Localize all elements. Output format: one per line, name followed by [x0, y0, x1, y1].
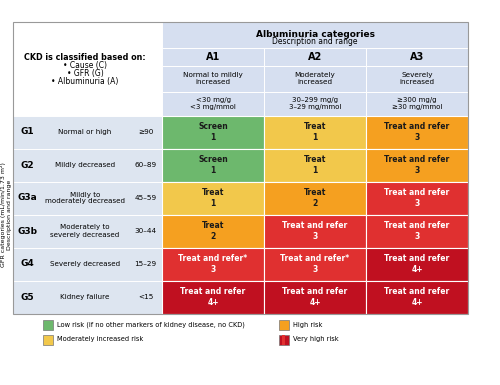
Text: G3a: G3a	[17, 194, 37, 203]
Text: Moderately increased risk: Moderately increased risk	[57, 336, 144, 343]
Text: Treat and refer
3: Treat and refer 3	[384, 221, 450, 241]
Bar	[264, 149, 366, 181]
Text: Severely decreased: Severely decreased	[50, 261, 120, 267]
Bar	[13, 22, 468, 313]
Bar	[162, 22, 468, 47]
Text: Treat and refer
4+: Treat and refer 4+	[180, 287, 246, 307]
Bar	[13, 149, 162, 181]
Text: G3b: G3b	[17, 226, 37, 236]
Bar	[366, 92, 468, 116]
Text: A2: A2	[308, 52, 322, 62]
Bar	[264, 248, 366, 281]
Text: Treat
2: Treat 2	[202, 221, 224, 241]
Text: Low risk (if no other markers of kidney disease, no CKD): Low risk (if no other markers of kidney …	[57, 321, 245, 328]
Text: • Cause (C): • Cause (C)	[63, 61, 107, 70]
Text: Treat and refer
4+: Treat and refer 4+	[282, 287, 348, 307]
Text: • Albuminuria (A): • Albuminuria (A)	[52, 77, 118, 86]
Bar	[366, 248, 468, 281]
Text: Description and range: Description and range	[272, 37, 358, 46]
Text: Treat and refer*
3: Treat and refer* 3	[178, 254, 248, 274]
Bar	[279, 320, 289, 330]
Text: Treat and refer
4+: Treat and refer 4+	[384, 254, 450, 274]
Text: Kidney failure: Kidney failure	[60, 294, 110, 300]
Text: Treat and refer*
3: Treat and refer* 3	[280, 254, 349, 274]
Text: Treat
1: Treat 1	[304, 122, 326, 142]
Text: High risk: High risk	[293, 321, 322, 328]
Text: Treat and refer
3: Treat and refer 3	[384, 122, 450, 142]
Bar	[162, 92, 264, 116]
Bar	[43, 320, 53, 330]
Text: 45–59: 45–59	[134, 195, 156, 201]
Bar	[162, 214, 264, 248]
Bar	[366, 214, 468, 248]
Text: Normal to mildly
increased: Normal to mildly increased	[183, 72, 243, 85]
Bar	[279, 335, 289, 345]
Text: Treat
1: Treat 1	[304, 155, 326, 175]
Bar	[264, 92, 366, 116]
Bar	[13, 281, 162, 313]
Bar	[13, 214, 162, 248]
Bar	[366, 181, 468, 214]
Bar	[162, 65, 264, 92]
Bar	[282, 335, 285, 345]
Bar	[366, 281, 468, 313]
Bar	[264, 65, 366, 92]
Text: 30–299 mg/g
3–29 mg/mmol: 30–299 mg/g 3–29 mg/mmol	[289, 97, 341, 110]
Text: Mildly to
moderately decreased: Mildly to moderately decreased	[45, 191, 125, 204]
Text: Treat and refer
4+: Treat and refer 4+	[384, 287, 450, 307]
Text: ≥90: ≥90	[138, 129, 153, 135]
Text: A1: A1	[206, 52, 220, 62]
Bar	[162, 248, 264, 281]
Text: Severely
increased: Severely increased	[400, 72, 434, 85]
Text: GFR categories (mL/min/1.73 m²)
Description and range: GFR categories (mL/min/1.73 m²) Descript…	[0, 162, 12, 267]
Text: Treat
1: Treat 1	[202, 188, 224, 208]
Bar	[264, 47, 366, 65]
Bar	[162, 47, 264, 65]
Text: CKD is classified based on:: CKD is classified based on:	[24, 53, 146, 62]
Text: Normal or high: Normal or high	[58, 129, 112, 135]
Bar	[162, 181, 264, 214]
Bar	[162, 116, 264, 149]
Bar	[13, 181, 162, 214]
Text: Screen
1: Screen 1	[198, 155, 228, 175]
Text: Treat and refer
3: Treat and refer 3	[384, 155, 450, 175]
Bar	[13, 22, 162, 116]
Text: 60–89: 60–89	[134, 162, 156, 168]
Bar	[366, 65, 468, 92]
Bar	[264, 181, 366, 214]
Text: 15–29: 15–29	[134, 261, 156, 267]
Text: Moderately
increased: Moderately increased	[294, 72, 336, 85]
Text: Treat and refer
3: Treat and refer 3	[282, 221, 348, 241]
Bar	[162, 281, 264, 313]
Bar	[13, 116, 162, 149]
Text: Treat and refer
3: Treat and refer 3	[384, 188, 450, 208]
Text: • GFR (G): • GFR (G)	[66, 69, 104, 78]
Bar	[264, 281, 366, 313]
Text: Mildly decreased: Mildly decreased	[55, 162, 115, 168]
Text: <15: <15	[138, 294, 153, 300]
Text: Screen
1: Screen 1	[198, 122, 228, 142]
Text: Very high risk: Very high risk	[293, 336, 339, 343]
Text: Treat
2: Treat 2	[304, 188, 326, 208]
Text: A3: A3	[410, 52, 424, 62]
Bar	[162, 149, 264, 181]
Text: G5: G5	[20, 293, 34, 301]
Bar	[366, 116, 468, 149]
Bar	[366, 149, 468, 181]
Text: G1: G1	[20, 127, 34, 137]
Text: Moderately to
severely decreased: Moderately to severely decreased	[50, 224, 119, 238]
Text: ≥300 mg/g
≥30 mg/mmol: ≥300 mg/g ≥30 mg/mmol	[392, 97, 442, 110]
Bar	[264, 116, 366, 149]
Text: G2: G2	[20, 161, 34, 169]
Text: Albuminuria categories: Albuminuria categories	[256, 30, 374, 39]
Text: 30–44: 30–44	[134, 228, 156, 234]
Bar	[264, 214, 366, 248]
Text: G4: G4	[20, 259, 34, 268]
Text: <30 mg/g
<3 mg/mmol: <30 mg/g <3 mg/mmol	[190, 97, 236, 110]
Bar	[43, 335, 53, 345]
Bar	[366, 47, 468, 65]
Bar	[13, 248, 162, 281]
